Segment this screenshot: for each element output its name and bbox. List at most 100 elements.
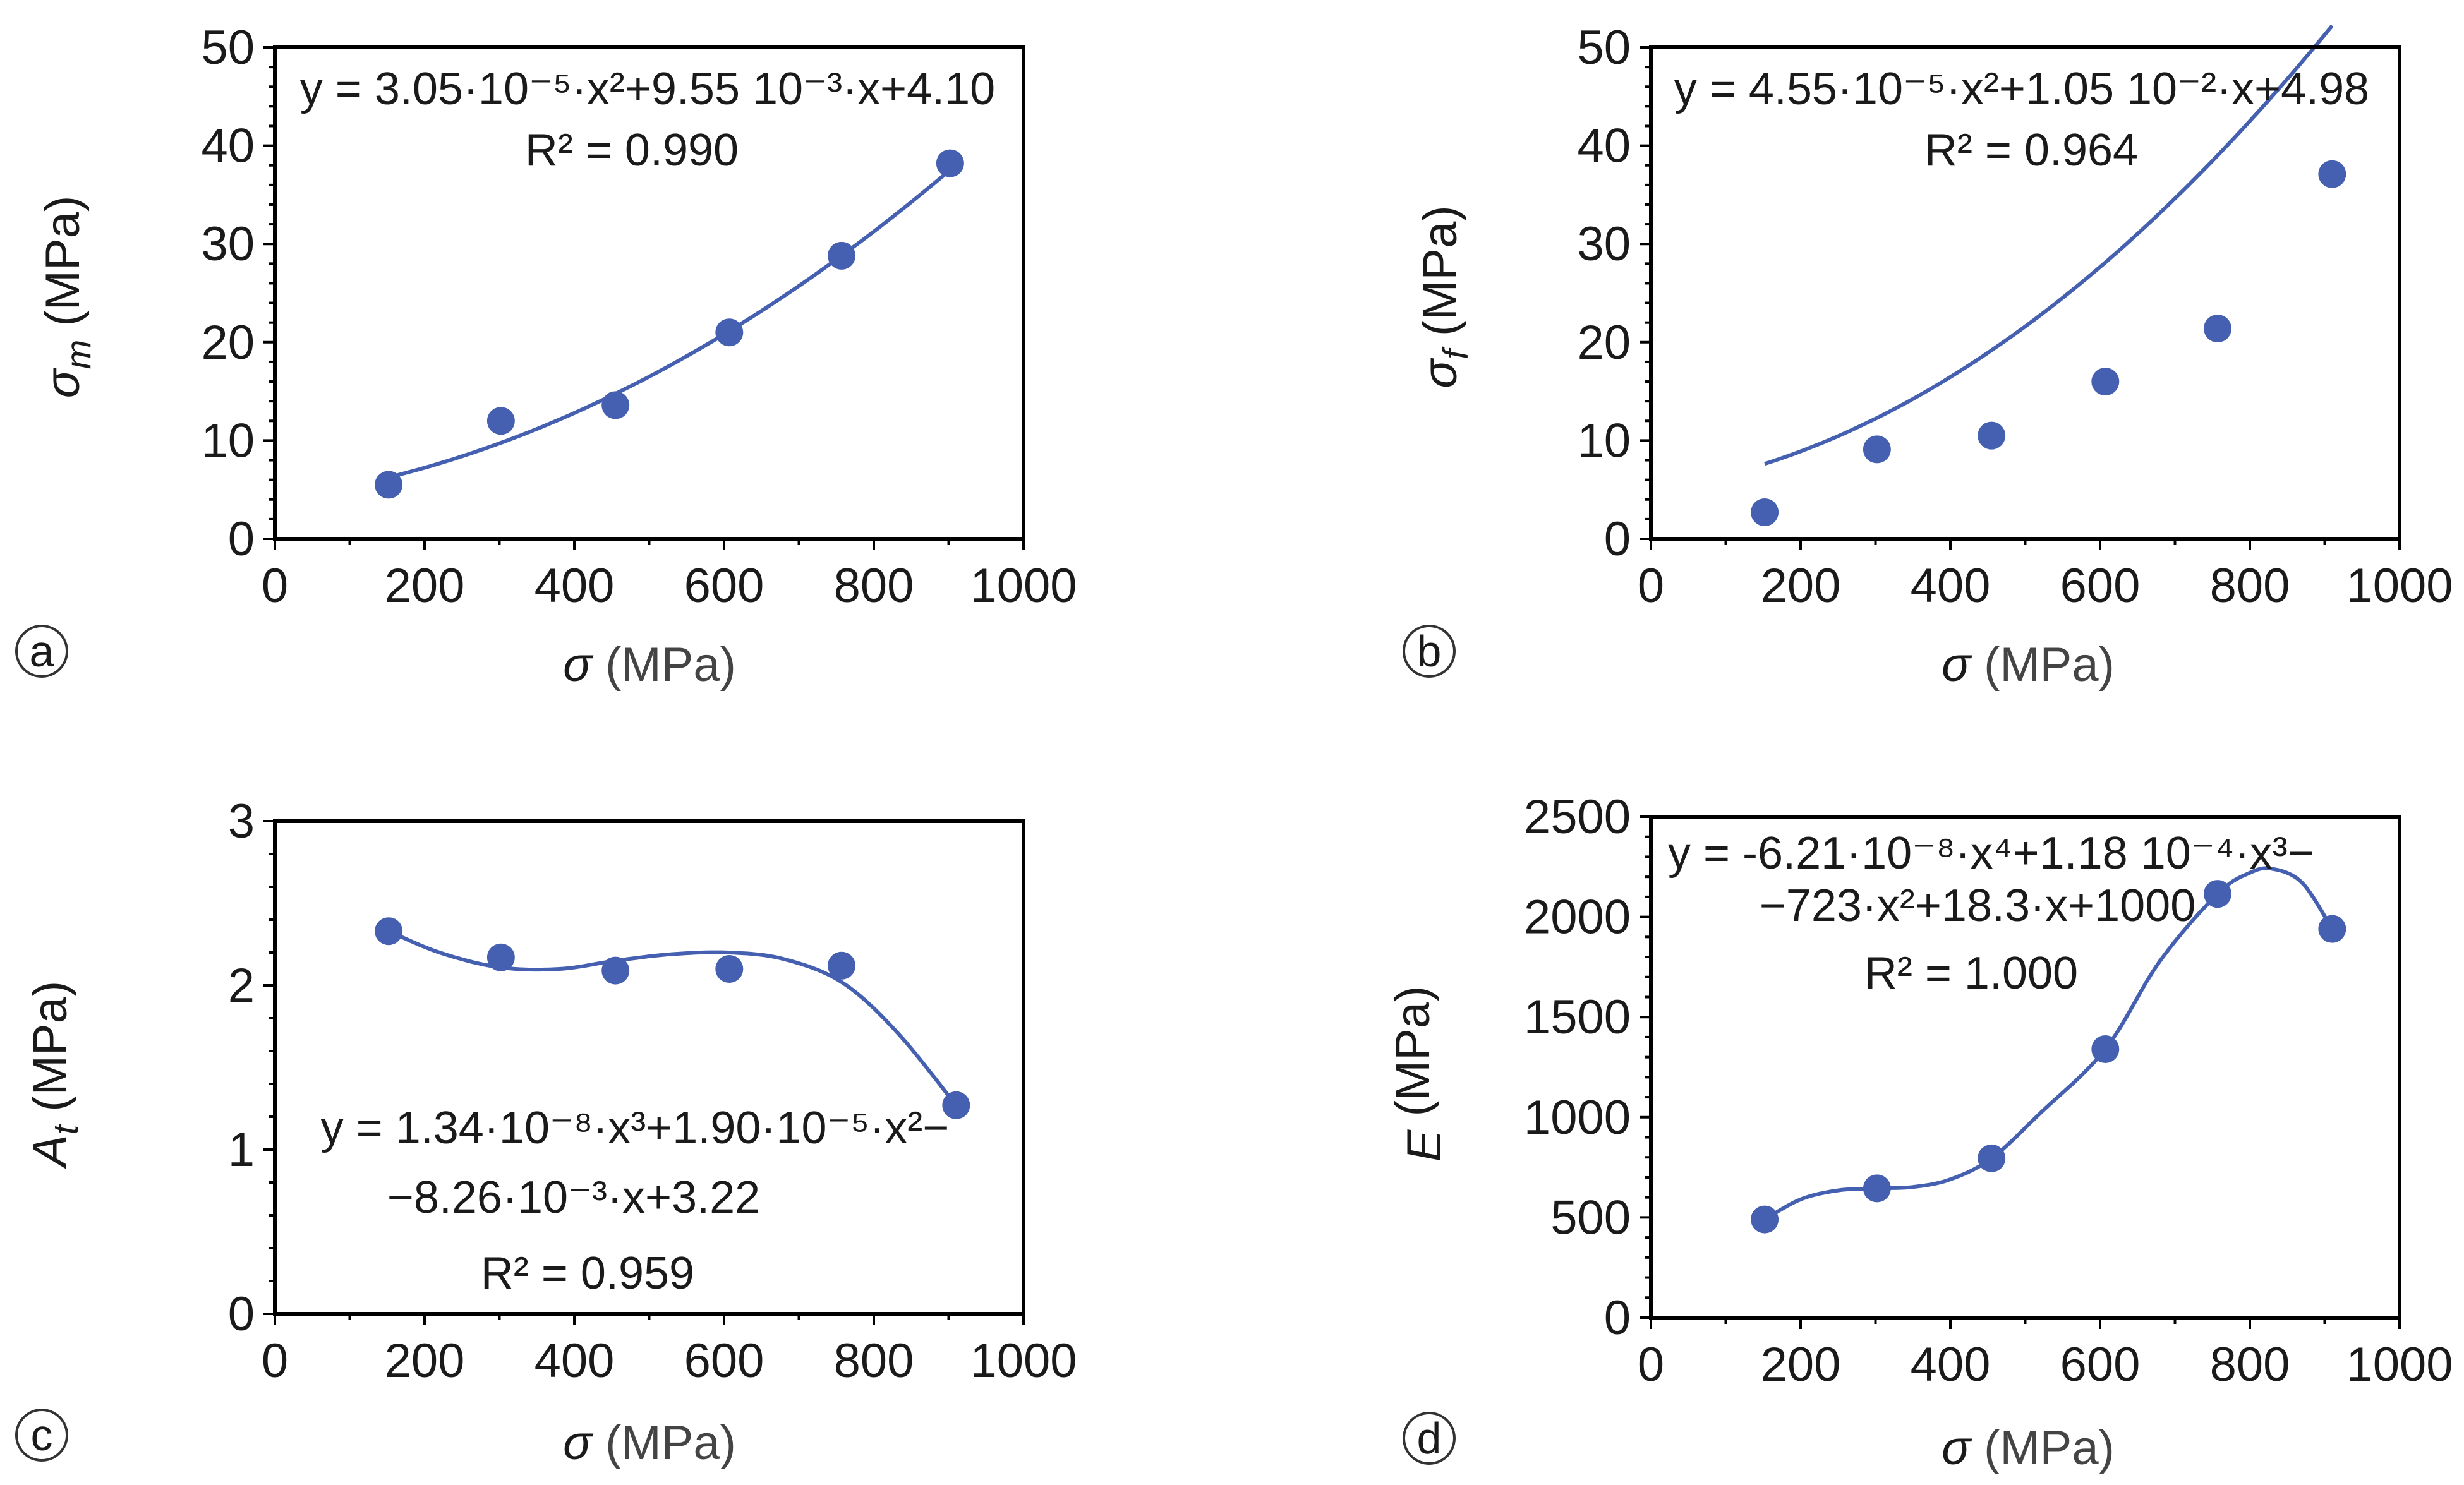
panel-d: 0 500 1000 1500 2000 2500 0 200 400 600 800 1000 σ… (1386, 790, 2453, 1475)
panel-b-x-axis-unit: (MPa) (1971, 638, 2115, 692)
panel-d-data-point (2318, 915, 2346, 943)
panel-d-x-tick-label: 400 (1911, 1338, 1991, 1392)
panel-b-y-tick-label: 40 (1577, 119, 1631, 173)
panel-d-x-tick-label: 0 (1638, 1338, 1664, 1392)
panel-c-fit-equation-line1: y = 1.34·10⁻⁸·x³+1.90·10⁻⁵·x²− (321, 1103, 950, 1153)
panel-a-fit-equation: y = 3.05·10⁻⁵·x²+9.55 10⁻³·x+4.10 (300, 64, 995, 114)
panel-c-x-axis-symbol: σ (563, 1416, 594, 1470)
panel-c-y-tick-label: 3 (228, 795, 255, 848)
panel-b-y-tick-label: 30 (1577, 217, 1631, 271)
panel-b: 0 10 20 30 40 50 0 200 400 600 800 1000 σ (MPa) σf… (1403, 21, 2453, 692)
panel-c-x-tick-label: 600 (684, 1334, 764, 1388)
panel-c-plot-frame (273, 819, 1025, 1316)
panel-a-x-tick-label: 800 (834, 559, 914, 613)
panel-a-plot-frame (273, 45, 1025, 541)
panel-d-y-tick-labels: 0 500 1000 1500 2000 2500 (1524, 790, 1631, 1345)
panel-c-y-tick-label: 1 (228, 1123, 255, 1177)
panel-c-y-tick-labels: 0 1 2 3 (228, 795, 255, 1341)
panel-d-fit-equation-line2: −723·x²+18.3·x+1000 (1760, 881, 2196, 931)
panel-c-x-tick-label: 0 (262, 1334, 288, 1388)
panel-b-fit-curve (1764, 24, 2334, 466)
panel-d-fit-equation-line1: y = -6.21·10⁻⁸·x⁴+1.18 10⁻⁴·x³− (1668, 828, 2314, 879)
panel-c-x-axis-label: σ (MPa) (563, 1416, 736, 1470)
panel-d-y-tick-label: 1000 (1524, 1091, 1631, 1145)
panel-c-fit-equation-line2: −8.26·10⁻³·x+3.22 (387, 1172, 760, 1223)
panel-b-x-tick-label: 800 (2210, 559, 2290, 613)
panel-c-data-point (486, 943, 515, 971)
panel-a-y-tick-label: 10 (201, 414, 255, 467)
panel-a-x-tick-label: 200 (385, 559, 465, 613)
panel-d-data-point (2091, 1035, 2120, 1063)
panel-d-y-tick-label: 2500 (1524, 790, 1631, 844)
panel-a-x-tick-label: 400 (534, 559, 615, 613)
panel-b-x-axis-symbol: σ (1942, 638, 1972, 692)
panel-d-r-squared: R² = 1.000 (1864, 948, 2078, 999)
panel-d-fit-curve (1763, 866, 2334, 1222)
panel-b-y-axis-unit: (MPa) (1413, 205, 1467, 349)
panel-c-x-tick-label: 400 (534, 1334, 615, 1388)
panel-b-y-tick-label: 0 (1604, 512, 1631, 566)
panel-d-y-axis-symbol: E (1398, 1129, 1451, 1162)
panel-c-x-tick-label: 1000 (970, 1334, 1077, 1388)
panel-b-fit-equation: y = 4.55·10⁻⁵·x²+1.05 10⁻²·x+4.98 (1674, 64, 2369, 114)
panel-c-label: c (31, 1410, 53, 1460)
panel-c-x-tick-labels: 0 200 400 600 800 1000 (262, 1334, 1077, 1388)
panel-b-r-squared: R² = 0.964 (1924, 125, 2138, 176)
panel-a-fit-curve (388, 168, 951, 479)
panel-a-y-tick-label: 40 (201, 119, 255, 173)
panel-c-data-point (942, 1091, 970, 1119)
panel-d-points (1751, 880, 2346, 1234)
panel-c-x-tick-label: 200 (385, 1334, 465, 1388)
panel-a-y-tick-label: 0 (228, 512, 255, 566)
panel-d-x-tick-label: 1000 (2346, 1338, 2453, 1392)
panel-d-y-axis-label: E (MPa) (1386, 986, 1451, 1162)
panel-a-x-axis-symbol: σ (563, 638, 594, 692)
panel-a-y-axis-subscript: m (58, 340, 98, 370)
panel-a-r-squared: R² = 0.990 (525, 125, 739, 176)
panel-d-data-point (1863, 1174, 1891, 1203)
panel-b-x-tick-labels: 0 200 400 600 800 1000 (1638, 559, 2453, 613)
panel-b-data-point (1978, 421, 2006, 450)
panel-b-ticks (1640, 46, 2401, 550)
panel-d-y-tick-label: 2000 (1524, 891, 1631, 944)
panel-a-data-point (601, 391, 630, 419)
panel-a-x-tick-label: 0 (262, 559, 288, 613)
panel-a-label: a (30, 627, 54, 676)
panel-a-y-axis-label: σm (MPa) (36, 196, 98, 399)
panel-d-x-tick-label: 200 (1761, 1338, 1841, 1392)
panel-d-x-axis-label: σ (MPa) (1942, 1421, 2115, 1475)
panel-b-x-tick-label: 200 (1761, 559, 1841, 613)
panel-b-y-tick-labels: 0 10 20 30 40 50 (1577, 21, 1631, 566)
panel-b-x-tick-label: 0 (1638, 559, 1664, 613)
panel-c-x-axis-unit: (MPa) (592, 1416, 736, 1470)
panel-c-y-axis-symbol: A (23, 1134, 77, 1169)
panel-d-x-tick-labels: 0 200 400 600 800 1000 (1638, 1338, 2453, 1392)
panel-c-r-squared: R² = 0.959 (481, 1248, 694, 1299)
panel-a-points (375, 149, 964, 499)
panel-a-ticks (263, 46, 1025, 550)
panel-b-data-point (1751, 498, 1779, 526)
panel-a-label-circle (15, 625, 68, 678)
panel-b-data-point (2091, 368, 2120, 396)
panel-b-y-tick-label: 20 (1577, 316, 1631, 370)
panel-a-x-axis-label: σ (MPa) (563, 638, 736, 692)
panel-b-y-tick-label: 10 (1577, 414, 1631, 467)
panel-b-y-tick-label: 50 (1577, 21, 1631, 75)
panel-d-x-axis-symbol: σ (1942, 1421, 1972, 1475)
panel-a-data-point (828, 241, 856, 270)
panel-a-data-point (375, 471, 403, 499)
panel-d-label-circle (1403, 1412, 1456, 1465)
panel-d-x-axis-unit: (MPa) (1971, 1421, 2115, 1475)
panel-b-y-axis-label: σf (MPa) (1413, 205, 1475, 388)
panel-a-y-axis-symbol: σ (36, 367, 90, 398)
panel-a-y-tick-labels: 0 10 20 30 40 50 (201, 21, 255, 566)
panel-c-data-point (828, 951, 856, 980)
panel-b-x-tick-label: 1000 (2346, 559, 2453, 613)
panel-d-data-point (1751, 1205, 1779, 1234)
panel-d-y-tick-label: 1500 (1524, 990, 1631, 1044)
panel-b-x-tick-label: 400 (1911, 559, 1991, 613)
panel-b-x-tick-label: 600 (2060, 559, 2141, 613)
